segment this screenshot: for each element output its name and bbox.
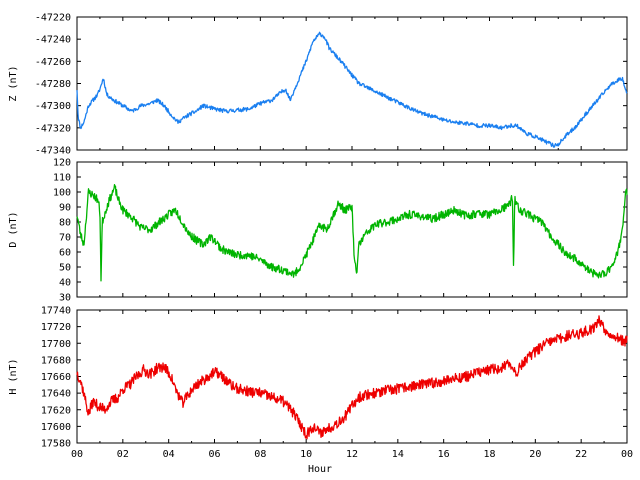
y-tick-label: 40 xyxy=(59,278,71,289)
y-tick-label: -47300 xyxy=(35,101,71,112)
y-tick-label: 17660 xyxy=(41,372,71,383)
x-tick-label: 08 xyxy=(254,449,266,460)
x-tick-label: 02 xyxy=(117,449,129,460)
y-tick-label: 17720 xyxy=(41,322,71,333)
y-axis-label: D (nT) xyxy=(8,211,19,247)
x-tick-label: 06 xyxy=(208,449,220,460)
y-tick-label: -47240 xyxy=(35,35,71,46)
plot-frame xyxy=(76,161,628,298)
series-line xyxy=(76,31,628,148)
y-axis-label: Z (nT) xyxy=(8,65,19,101)
y-tick-label: -47340 xyxy=(35,146,71,157)
y-tick-label: -47280 xyxy=(35,79,71,90)
y-tick-label: 17600 xyxy=(41,422,71,433)
y-tick-label: 17740 xyxy=(41,306,71,317)
series-line xyxy=(76,183,628,282)
x-tick-label: 10 xyxy=(300,449,312,460)
panel-d: 120 110 100 90 80 70 60 50 40 30 D (nT) xyxy=(8,158,628,304)
y-tick-label: 50 xyxy=(59,263,71,274)
x-axis-label: Hour xyxy=(308,464,332,475)
x-tick-label: 22 xyxy=(575,449,587,460)
y-tick-label: 80 xyxy=(59,218,71,229)
y-tick-label: -47260 xyxy=(35,57,71,68)
y-tick-label: 17680 xyxy=(41,355,71,366)
y-tick-label: 17700 xyxy=(41,339,71,350)
y-tick-label: 120 xyxy=(53,158,71,169)
y-axis-label: H (nT) xyxy=(8,358,19,394)
y-tick-label: 60 xyxy=(59,248,71,259)
x-tick-label: 00 xyxy=(71,449,83,460)
x-tick-label: 04 xyxy=(163,449,175,460)
plot-frame xyxy=(76,16,628,151)
y-tick-label: -47320 xyxy=(35,123,71,134)
y-tick-label: 17640 xyxy=(41,389,71,400)
x-tick-label: 16 xyxy=(438,449,450,460)
y-tick-label: 100 xyxy=(53,188,71,199)
panel-z: -47220 -47240 -47260 -47280 -47300 -47320 -473… xyxy=(8,13,628,157)
y-tick-label: 30 xyxy=(59,293,71,304)
plot-frame xyxy=(76,309,628,444)
x-tick-label: 14 xyxy=(392,449,404,460)
y-tick-label: 70 xyxy=(59,233,71,244)
x-tick-label: 12 xyxy=(346,449,358,460)
panel-h: 17740 17720 17700 17680 17660 17640 17620 17600… xyxy=(8,306,628,450)
x-tick-label: 00 xyxy=(621,449,633,460)
y-tick-label: 17620 xyxy=(41,405,71,416)
y-tick-label: 17580 xyxy=(41,439,71,450)
series-line xyxy=(76,315,628,440)
y-tick-label: -47220 xyxy=(35,13,71,24)
y-tick-label: 110 xyxy=(53,173,71,184)
y-tick-label: 90 xyxy=(59,203,71,214)
x-tick-label: 18 xyxy=(483,449,495,460)
x-tick-label: 20 xyxy=(529,449,541,460)
